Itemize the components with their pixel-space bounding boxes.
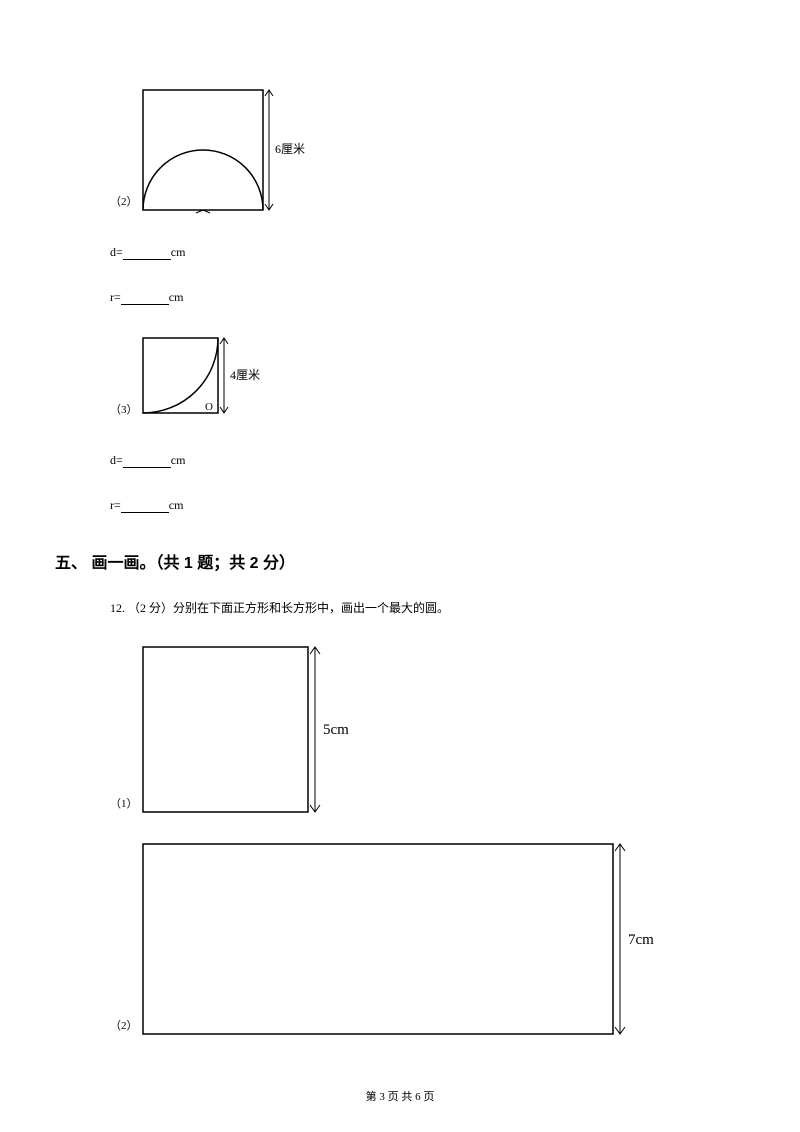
fig1-label: （1） bbox=[110, 795, 138, 811]
q2-d-unit: cm bbox=[171, 245, 186, 259]
q3-d-blank[interactable] bbox=[123, 456, 171, 468]
q2-d-pre: d= bbox=[110, 245, 123, 259]
q2-diagram: 6厘米 bbox=[138, 85, 313, 215]
q3-r-pre: r= bbox=[110, 498, 121, 512]
q2-d-blank[interactable] bbox=[123, 248, 171, 260]
figure-12-2: （2） 7cm bbox=[110, 839, 745, 1039]
q2-measure: 6厘米 bbox=[275, 142, 305, 156]
fig2-measure: 7cm bbox=[628, 932, 654, 948]
fig1-diagram: 5cm bbox=[138, 642, 398, 817]
fig2-label: （2） bbox=[110, 1017, 138, 1033]
q3-r-blank[interactable] bbox=[121, 501, 169, 513]
section-5-heading: 五、 画一画。（共 1 题；共 2 分） bbox=[55, 549, 745, 573]
q3-d-unit: cm bbox=[171, 453, 186, 467]
figure-12-1: （1） 5cm bbox=[110, 642, 745, 817]
q2-r-pre: r= bbox=[110, 290, 121, 304]
q2-label: （2） bbox=[110, 193, 138, 209]
q12-text: 12. （2 分）分别在下面正方形和长方形中，画出一个最大的圆。 bbox=[110, 599, 745, 616]
fig2-diagram: 7cm bbox=[138, 839, 678, 1039]
q3-answer-d: d= cm bbox=[110, 453, 745, 468]
page-footer: 第 3 页 共 6 页 bbox=[0, 1088, 800, 1104]
fig1-measure: 5cm bbox=[323, 722, 349, 738]
q2-r-blank[interactable] bbox=[121, 293, 169, 305]
figure-q2: （2） 6厘米 bbox=[110, 85, 745, 215]
q2-r-unit: cm bbox=[169, 290, 184, 304]
figure-q3: （3） O 4厘米 bbox=[110, 333, 745, 423]
q3-measure: 4厘米 bbox=[230, 368, 260, 382]
q3-origin: O bbox=[205, 401, 213, 413]
q2-answer-d: d= cm bbox=[110, 245, 745, 260]
q2-answer-r: r= cm bbox=[110, 290, 745, 305]
q3-diagram: O 4厘米 bbox=[138, 333, 278, 423]
q3-label: （3） bbox=[110, 401, 138, 417]
q3-r-unit: cm bbox=[169, 498, 184, 512]
q3-answer-r: r= cm bbox=[110, 498, 745, 513]
q3-d-pre: d= bbox=[110, 453, 123, 467]
